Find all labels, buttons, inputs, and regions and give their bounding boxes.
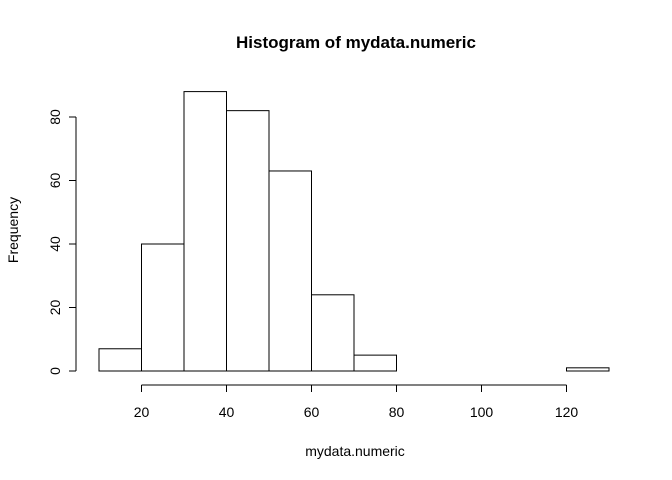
y-axis-label: Frequency xyxy=(5,197,21,263)
x-tick-label: 80 xyxy=(389,404,405,420)
x-axis: 20 40 60 80 100 120 xyxy=(134,384,579,420)
x-tick-label: 100 xyxy=(470,404,494,420)
x-tick-label: 120 xyxy=(555,404,579,420)
histogram-bar xyxy=(268,170,312,372)
y-tick-label: 60 xyxy=(47,173,63,189)
histogram-bar xyxy=(566,367,610,372)
bars-group xyxy=(98,91,610,372)
x-tick-label: 20 xyxy=(134,404,150,420)
chart-title: Histogram of mydata.numeric xyxy=(236,33,476,52)
histogram-bar xyxy=(353,354,397,372)
y-tick-label: 40 xyxy=(47,236,63,252)
histogram-bar xyxy=(98,348,142,372)
y-tick-label: 80 xyxy=(47,109,63,125)
x-axis-label: mydata.numeric xyxy=(305,443,405,459)
histogram-bar xyxy=(311,294,355,372)
y-tick-label: 0 xyxy=(47,367,63,375)
histogram-bar xyxy=(226,110,270,372)
y-tick-label: 20 xyxy=(47,300,63,316)
histogram-bar xyxy=(141,243,185,372)
histogram-bar xyxy=(183,91,227,372)
y-axis: 0 20 40 60 80 xyxy=(47,109,77,375)
x-tick-label: 40 xyxy=(219,404,235,420)
x-tick-label: 60 xyxy=(304,404,320,420)
